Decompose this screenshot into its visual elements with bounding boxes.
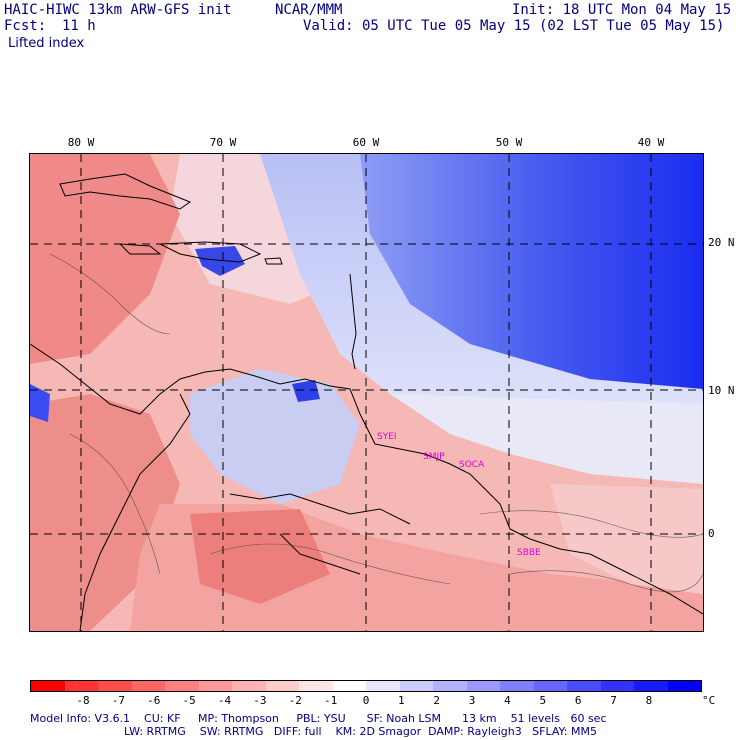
field-name: Lifted index xyxy=(8,36,85,51)
colorbar-segment xyxy=(567,681,601,691)
lon-label-40w: 40 W xyxy=(637,136,665,149)
forecast-label: Fcst: xyxy=(4,18,47,34)
gulf-unstable-area xyxy=(30,154,180,364)
colorbar-segment xyxy=(265,681,299,691)
pacific-blue-spot xyxy=(30,384,50,422)
graticule xyxy=(30,154,703,631)
hispaniola-blue xyxy=(195,246,245,276)
colorbar-tick-label: 6 xyxy=(574,694,582,707)
stable-band-east xyxy=(360,154,703,389)
colorbar-tick-label: -7 xyxy=(111,694,126,707)
lat-label-10n: 10 N xyxy=(708,384,735,397)
init-time: Init: 18 UTC Mon 04 May 15 xyxy=(512,2,732,18)
lifted-index-field xyxy=(30,154,703,631)
colorbar-segment xyxy=(332,681,366,691)
colorbar-tick-label: 4 xyxy=(504,694,511,707)
colorbar-tick-label: -5 xyxy=(182,694,196,707)
lon-label-80w: 80 W xyxy=(67,136,95,149)
colorbar-segment xyxy=(131,681,165,691)
model-title: HAIC-HIWC 13km ARW-GFS init xyxy=(4,2,232,18)
lon-label-50w: 50 W xyxy=(495,136,523,149)
lon-label-70w: 70 W xyxy=(209,136,237,149)
station-soca: SOCA xyxy=(459,460,485,470)
colorbar-segment xyxy=(399,681,433,691)
colorbar-tick-label: 8 xyxy=(645,694,653,707)
colorbar-segment xyxy=(600,681,634,691)
colorbar-segment xyxy=(466,681,500,691)
colorbar-segment xyxy=(634,681,668,691)
colorbar-tick-label: 5 xyxy=(539,694,547,707)
colorbar-tick-label: 0 xyxy=(362,694,370,707)
trinidad-blue xyxy=(292,380,320,402)
colorbar-tick-label: 1 xyxy=(398,694,405,707)
station-smjp: SMJP xyxy=(423,452,445,462)
colorbar-segment xyxy=(31,681,65,691)
colorbar-tick-label: 2 xyxy=(433,694,441,707)
colorbar-tick-label: -4 xyxy=(217,694,232,707)
colorbar-tick-label: -6 xyxy=(147,694,161,707)
colorbar-tick-label: 3 xyxy=(468,694,476,707)
colorbar-segment xyxy=(667,681,701,691)
colorbar xyxy=(30,680,702,692)
colorbar-segment xyxy=(165,681,199,691)
station-sbbe: SBBE xyxy=(517,548,541,558)
amazon-core xyxy=(190,509,330,604)
colorbar-ticks: -8 -7 -6 -5 -4 -3 -2 -1 0 1 2 3 4 5 6 7 8 xyxy=(30,694,702,708)
station-syei: SYEI xyxy=(377,432,397,442)
valid-time: Valid: 05 UTC Tue 05 May 15 (02 LST Tue … xyxy=(303,18,725,34)
colorbar-segment xyxy=(299,681,333,691)
colorbar-segment xyxy=(533,681,567,691)
map-panel xyxy=(29,153,704,632)
colorbar-segment xyxy=(500,681,534,691)
colorbar-tick-label: -3 xyxy=(253,694,267,707)
colorbar-tick-label: -8 xyxy=(76,694,90,707)
colorbar-tick-label: 7 xyxy=(610,694,617,707)
forecast-hours: 11 h xyxy=(62,18,96,34)
venezuela-stable-area xyxy=(190,369,360,504)
colorbar-segment xyxy=(433,681,467,691)
model-info-line2: LW: RRTMG SW: RRTMG DIFF: full KM: 2D Sm… xyxy=(124,725,597,738)
east-brazil-area xyxy=(550,484,703,594)
colorbar-segment xyxy=(366,681,400,691)
model-info-line1: Model Info: V3.6.1 CU: KF MP: Thompson P… xyxy=(30,712,607,725)
colorbar-unit: °C xyxy=(702,694,716,707)
lat-label-0: 0 xyxy=(708,527,715,540)
colorbar-tick-label: -2 xyxy=(288,694,302,707)
transition-zone xyxy=(390,394,703,484)
colorbar-tick-label: -1 xyxy=(324,694,338,707)
colorbar-segment xyxy=(64,681,98,691)
colorbar-segment xyxy=(98,681,132,691)
colorbar-segment xyxy=(232,681,266,691)
colorbar-segment xyxy=(198,681,232,691)
contour-lines xyxy=(49,253,703,593)
lat-label-20n: 20 N xyxy=(708,236,735,249)
organization: NCAR/MMM xyxy=(275,2,343,18)
lon-label-60w: 60 W xyxy=(352,136,380,149)
